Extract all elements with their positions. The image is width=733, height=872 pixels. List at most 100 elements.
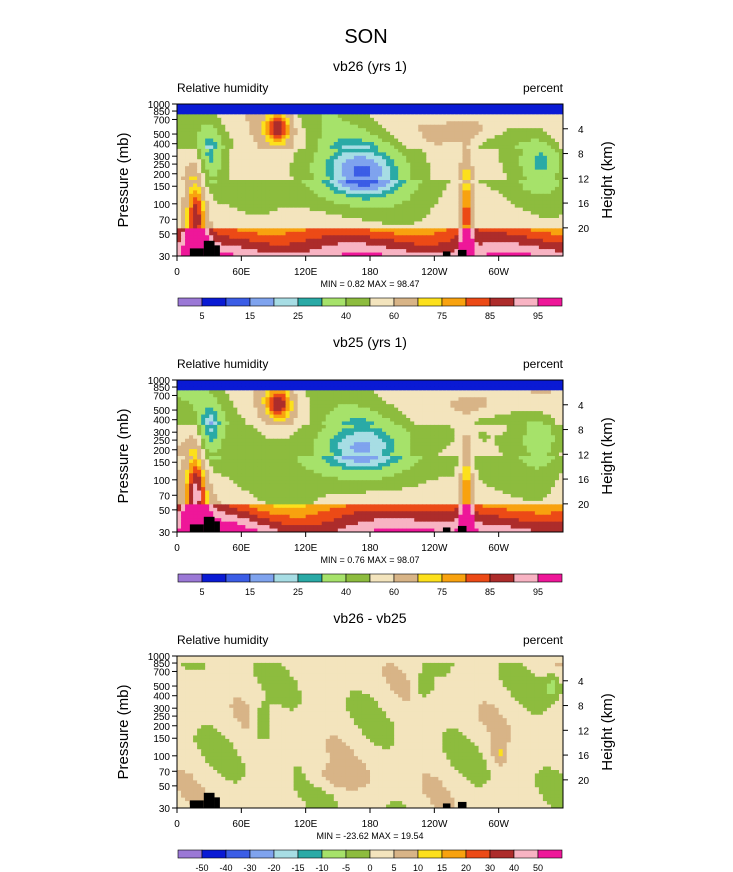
height-tick-label: 4: [578, 677, 584, 688]
colorbar-label: -40: [219, 863, 232, 872]
panel-title: vb26 (yrs 1): [333, 58, 407, 74]
colorbar: 5 15 25 40 60 75 85 95: [177, 573, 563, 597]
x-tick-label: 60W: [488, 267, 509, 278]
terrain-mask: [189, 248, 204, 257]
colorbar-label: 60: [389, 587, 399, 597]
x-tick-label: 120W: [421, 267, 448, 278]
x-tick-label: 0: [174, 267, 180, 278]
colorbar-swatch: [417, 297, 443, 307]
colorbar-swatch: [177, 849, 203, 859]
height-tick-label: 8: [578, 702, 584, 713]
terrain-mask: [442, 251, 451, 257]
x-tick-label: 120E: [294, 543, 318, 554]
y-tick-label: 500: [153, 130, 170, 141]
y-tick-label: 1000: [148, 652, 171, 663]
terrain-mask: [214, 245, 220, 257]
colorbar-swatch: [489, 297, 515, 307]
height-tick-label: 8: [578, 150, 584, 161]
colorbar-swatch: [489, 849, 515, 859]
colorbar-label: 25: [293, 311, 303, 321]
colorbar-label: 20: [461, 863, 471, 872]
colorbar-swatch: [513, 849, 539, 859]
terrain-mask: [214, 521, 220, 533]
contour-field: [177, 380, 564, 533]
contour-field: [177, 104, 564, 257]
colorbar-swatch: [417, 573, 443, 583]
colorbar-label: 10: [413, 863, 423, 872]
height-tick-label: 20: [578, 776, 590, 787]
colorbar-swatch: [369, 849, 395, 859]
y-tick-label: 250: [153, 160, 170, 171]
height-tick-label: 12: [578, 726, 590, 737]
colorbar-swatch: [225, 849, 251, 859]
y-tick-label: 100: [153, 200, 170, 211]
colorbar-label: 5: [199, 587, 204, 597]
colorbar-label: 5: [199, 311, 204, 321]
colorbar-swatch: [249, 573, 275, 583]
colorbar-swatch: [201, 573, 227, 583]
colorbar-swatch: [537, 573, 563, 583]
y-tick-label: 850: [153, 107, 170, 118]
main-title: SON: [344, 26, 387, 48]
y-tick-label: 400: [153, 416, 170, 427]
colorbar-label: 60: [389, 311, 399, 321]
y-tick-label: 50: [159, 230, 171, 241]
y-tick-label: 500: [153, 682, 170, 693]
y-tick-label: 150: [153, 734, 170, 745]
y-tick-label: 300: [153, 428, 170, 439]
colorbar-label: 95: [533, 311, 543, 321]
colorbar-swatch: [273, 849, 299, 859]
colorbar-swatch: [225, 297, 251, 307]
y-tick-label: 150: [153, 182, 170, 193]
colorbar-swatch: [417, 849, 443, 859]
colorbar-swatch: [201, 297, 227, 307]
colorbar-label: 30: [485, 863, 495, 872]
colorbar-swatch: [273, 297, 299, 307]
x-tick-label: 120W: [421, 819, 448, 830]
colorbar-swatch: [321, 297, 347, 307]
x-tick-label: 60E: [232, 819, 250, 830]
colorbar-swatch: [465, 573, 491, 583]
height-tick-label: 16: [578, 475, 590, 486]
height-tick-label: 12: [578, 174, 590, 185]
colorbar-swatch: [297, 297, 323, 307]
colorbar-label: 15: [245, 311, 255, 321]
x-tick-label: 180: [362, 819, 379, 830]
colorbar-swatch: [249, 849, 275, 859]
colorbar-swatch: [297, 849, 323, 859]
height-tick-label: 16: [578, 199, 590, 210]
height-axis-label: Height (km): [599, 417, 616, 495]
x-tick-label: 180: [362, 267, 379, 278]
colorbar-swatch: [537, 297, 563, 307]
y-tick-label: 850: [153, 659, 170, 670]
colorbar-swatch: [441, 849, 467, 859]
left-subtitle: Relative humidity: [177, 81, 268, 95]
terrain-mask: [457, 801, 467, 809]
x-tick-label: 60E: [232, 267, 250, 278]
y-tick-label: 30: [159, 528, 171, 539]
y-tick-label: 300: [153, 152, 170, 163]
colorbar-swatch: [513, 297, 539, 307]
height-axis-label: Height (km): [599, 693, 616, 771]
terrain-mask: [203, 240, 215, 257]
right-subtitle: percent: [523, 357, 564, 371]
x-tick-label: 120W: [421, 543, 448, 554]
y-axis-label: Pressure (mb): [115, 684, 132, 779]
contour-field: [177, 656, 564, 809]
terrain-mask: [457, 525, 467, 533]
y-axis-label: Pressure (mb): [115, 408, 132, 503]
y-axis-label: Pressure (mb): [115, 132, 132, 227]
x-tick-label: 60E: [232, 543, 250, 554]
colorbar-swatch: [177, 297, 203, 307]
colorbar-label: 5: [391, 863, 396, 872]
x-tick-label: 120E: [294, 819, 318, 830]
colorbar-swatch: [465, 849, 491, 859]
height-tick-label: 4: [578, 401, 584, 412]
min-max-label: MIN = 0.82 MAX = 98.47: [320, 279, 419, 289]
colorbar-label: 40: [341, 311, 351, 321]
y-tick-label: 100: [153, 752, 170, 763]
colorbar: 5 15 25 40 60 75 85 95: [177, 297, 563, 321]
panel-3: vb26 - vb25 Relative humidity percent 0 60E 1…: [115, 610, 616, 872]
colorbar-label: -20: [267, 863, 280, 872]
colorbar-label: 40: [341, 587, 351, 597]
